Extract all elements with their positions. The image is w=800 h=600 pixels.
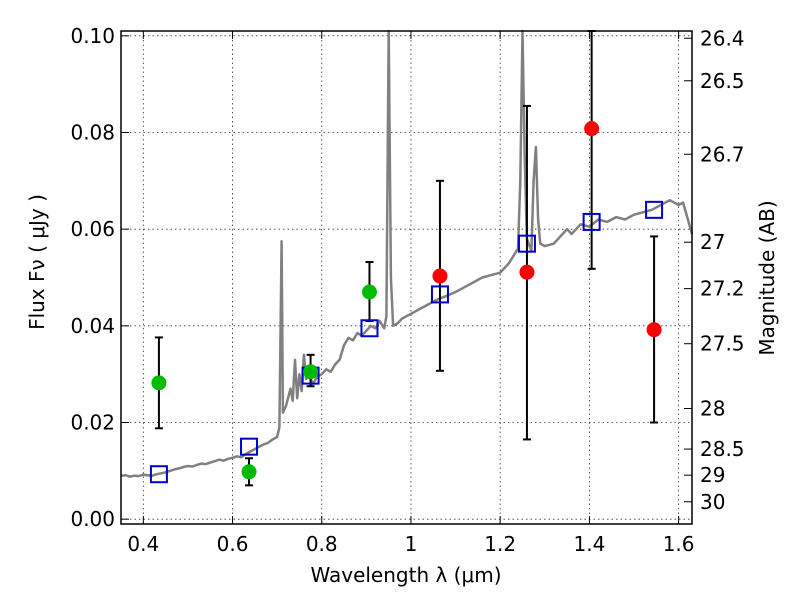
model-photometry-square xyxy=(645,200,664,219)
red-observed-point xyxy=(432,268,448,284)
magnitude-tick-label: 30 xyxy=(700,490,725,514)
magnitude-tick-label: 29 xyxy=(700,463,725,487)
magnitude-tick-labels: 26.4 26.5 26.7 27 27.2 27.5 28 28.529 30 xyxy=(700,26,745,514)
green-observed-point xyxy=(303,364,319,380)
x-tick-label: 1.6 xyxy=(663,532,695,556)
x-tick-label: 0.4 xyxy=(127,532,159,556)
plot-frame xyxy=(120,30,693,525)
y-axis-title: Flux Fν ( μJy ) xyxy=(25,194,49,330)
red-observed-point xyxy=(584,121,600,137)
y-tick-label: 0.06 xyxy=(70,217,115,241)
magnitude-tick-label: 27 xyxy=(700,230,725,254)
y-tick-label: 0.10 xyxy=(70,24,115,48)
error-bars xyxy=(154,30,659,487)
x-tick-label: 1.2 xyxy=(484,532,516,556)
x-tick-label: 0.6 xyxy=(217,532,249,556)
data-markers xyxy=(149,121,664,484)
x-tick-label: 1.4 xyxy=(573,532,605,556)
model-spectrum xyxy=(120,29,694,478)
model-photometry-square xyxy=(360,319,379,338)
y-tick-label: 0.02 xyxy=(70,411,115,435)
green-observed-point xyxy=(241,464,257,480)
grid xyxy=(121,31,692,524)
red-observed-point xyxy=(646,322,662,338)
magnitude-tick-label: 26.7 xyxy=(700,142,745,166)
magnitude-tick-label: 26.4 xyxy=(700,26,745,50)
y-tick-labels: 0.00 0.02 0.04 0.06 0.08 0.10 xyxy=(70,24,115,531)
green-observed-point xyxy=(361,284,377,300)
right-axis-title: Magnitude (AB) xyxy=(755,200,779,355)
y-tick-label: 0.00 xyxy=(70,507,115,531)
model-photometry-square xyxy=(240,437,259,456)
model-spectrum-line xyxy=(120,29,694,478)
model-photometry-square xyxy=(430,285,449,304)
x-tick-label: 0.8 xyxy=(306,532,338,556)
y-tick-label: 0.08 xyxy=(70,121,115,145)
model-photometry-square xyxy=(149,465,168,484)
magnitude-tick-label: 27.2 xyxy=(700,277,745,301)
model-photometry-square xyxy=(582,212,601,231)
magnitude-tick-label: 28.5 xyxy=(700,437,745,461)
red-observed-point xyxy=(519,264,535,280)
x-tick-label: 1 xyxy=(405,532,418,556)
magnitude-tick-label: 26.5 xyxy=(700,69,745,93)
axis-ticks xyxy=(121,31,692,524)
green-observed-point xyxy=(151,375,167,391)
y-tick-label: 0.04 xyxy=(70,314,115,338)
x-tick-labels: 0.4 0.6 0.8 1 1.2 1.4 1.6 xyxy=(127,532,694,556)
magnitude-tick-label: 27.5 xyxy=(700,332,745,356)
model-photometry-square xyxy=(517,234,536,253)
x-axis-title: Wavelength λ (μm) xyxy=(310,563,501,587)
magnitude-tick-label: 28 xyxy=(700,396,725,420)
